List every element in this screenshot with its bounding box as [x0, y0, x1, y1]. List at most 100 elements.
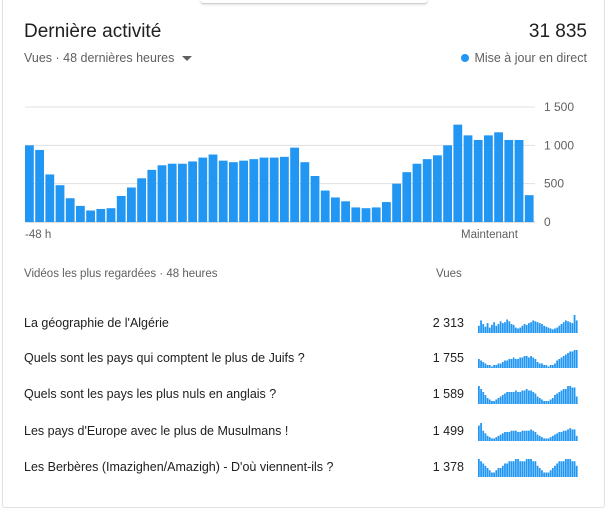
chart-bar[interactable]: [208, 154, 218, 222]
sparkline-bar: [556, 327, 559, 333]
chart-bar[interactable]: [198, 157, 208, 222]
sparkline-bar: [541, 437, 543, 441]
sparkline-bar: [573, 461, 576, 477]
sparkline-bar: [486, 323, 489, 333]
chart-bar[interactable]: [249, 159, 259, 222]
video-title[interactable]: Quels sont les pays les plus nuls en ang…: [24, 387, 277, 401]
sparkline-bar: [517, 392, 519, 404]
chart-bar[interactable]: [494, 132, 503, 222]
sparkline-bar: [519, 432, 522, 441]
sparkline-bar: [554, 363, 556, 368]
chart-bar[interactable]: [65, 198, 75, 222]
video-views: 1 755: [432, 351, 464, 365]
chart-bar[interactable]: [524, 195, 534, 222]
video-title[interactable]: Les Berbères (Imazighen/Amazigh) - D'où …: [24, 460, 334, 474]
chart-bar[interactable]: [453, 124, 463, 222]
sparkline-bar: [532, 430, 535, 441]
sparkline-bar: [556, 463, 559, 477]
chart-bar[interactable]: [86, 210, 95, 223]
sparkline-bar: [556, 360, 559, 368]
sparkline-bar: [575, 465, 578, 477]
video-title[interactable]: Quels sont les pays qui comptent le plus…: [24, 351, 305, 365]
chart-bar[interactable]: [484, 135, 493, 222]
chart-bar[interactable]: [331, 197, 340, 222]
sparkline-bar: [495, 399, 498, 404]
chart-bar[interactable]: [178, 163, 187, 222]
sparkline-bar: [528, 323, 530, 333]
chart-bar[interactable]: [402, 172, 412, 222]
sparkline-bar: [523, 461, 526, 477]
sparkline-bar: [517, 459, 519, 477]
video-views: 1 589: [432, 387, 464, 401]
chart-bar[interactable]: [473, 139, 483, 222]
chart-bar[interactable]: [147, 169, 157, 222]
chart-bar[interactable]: [35, 149, 44, 222]
chart-bar[interactable]: [433, 155, 442, 222]
period-filter-dropdown[interactable]: Vues · 48 dernières heures: [24, 51, 193, 65]
chart-bar[interactable]: [392, 183, 401, 222]
sparkline-bar: [573, 387, 576, 404]
chart-bar[interactable]: [290, 147, 299, 222]
chart-bar[interactable]: [310, 176, 320, 222]
sparkline-bar: [571, 429, 574, 441]
sparkline-bar: [547, 438, 550, 441]
video-row[interactable]: Quels sont les pays qui comptent le plus…: [24, 348, 580, 368]
sparkline-bar: [504, 463, 506, 477]
chart-bar[interactable]: [463, 135, 473, 222]
chart-bar[interactable]: [76, 205, 85, 222]
video-row[interactable]: Quels sont les pays les plus nuls en ang…: [24, 384, 580, 404]
sparkline-bar: [538, 468, 541, 477]
chart-bar[interactable]: [382, 202, 391, 222]
video-row[interactable]: Les pays d'Europe avec le plus de Musulm…: [24, 421, 580, 441]
sparkline-bar: [532, 392, 535, 404]
chart-bar[interactable]: [422, 159, 432, 222]
chart-bar[interactable]: [300, 162, 310, 222]
chart-bar[interactable]: [25, 145, 34, 222]
chart-bar[interactable]: [229, 162, 238, 222]
chart-bar[interactable]: [371, 207, 381, 222]
sparkline-bar: [491, 438, 493, 441]
chart-bar[interactable]: [361, 208, 371, 222]
chart-bar[interactable]: [443, 145, 452, 222]
chart-bar[interactable]: [106, 208, 116, 222]
chart-bar[interactable]: [351, 207, 361, 222]
sparkline-bar: [547, 327, 550, 333]
chart-bar[interactable]: [137, 178, 146, 222]
sparkline-bar: [497, 435, 500, 441]
chart-bar[interactable]: [504, 139, 514, 222]
sparkline-bar: [499, 321, 502, 333]
chart-bar[interactable]: [269, 157, 279, 222]
chart-bar[interactable]: [412, 163, 422, 222]
chart-bar[interactable]: [116, 195, 126, 222]
chart-bar[interactable]: [218, 160, 228, 222]
sparkline-bar: [480, 389, 482, 404]
video-row[interactable]: La géographie de l'Algérie 2 313: [24, 313, 580, 333]
sparkline-bar: [525, 389, 528, 404]
sparkline-bar: [510, 324, 513, 333]
sparkline-bar: [567, 429, 569, 441]
video-row[interactable]: Les Berbères (Imazighen/Amazigh) - D'où …: [24, 457, 580, 477]
period-filter-label: Vues · 48 dernières heures: [24, 51, 175, 65]
sparkline-bar: [488, 365, 491, 368]
chart-bar[interactable]: [514, 139, 524, 222]
sparkline-bar: [512, 392, 515, 404]
video-sparkline: [478, 350, 578, 368]
chart-bar[interactable]: [320, 190, 330, 222]
sparkline-bar: [495, 325, 498, 333]
video-sparkline: [478, 315, 578, 333]
video-title[interactable]: Les pays d'Europe avec le plus de Musulm…: [24, 424, 289, 438]
chart-bar[interactable]: [167, 163, 177, 222]
chart-bar[interactable]: [96, 208, 106, 222]
chart-bar[interactable]: [259, 157, 269, 222]
chart-bar[interactable]: [188, 161, 197, 222]
chart-bar[interactable]: [55, 185, 65, 222]
chart-bar[interactable]: [341, 201, 350, 222]
chart-bar[interactable]: [157, 165, 167, 222]
sparkline-bar: [499, 468, 502, 477]
chart-bar[interactable]: [280, 156, 289, 222]
video-title[interactable]: La géographie de l'Algérie: [24, 316, 169, 330]
chart-bar[interactable]: [127, 187, 136, 223]
chart-bar[interactable]: [239, 160, 248, 222]
chart-bar[interactable]: [45, 174, 55, 222]
sparkline-bar: [564, 320, 567, 333]
